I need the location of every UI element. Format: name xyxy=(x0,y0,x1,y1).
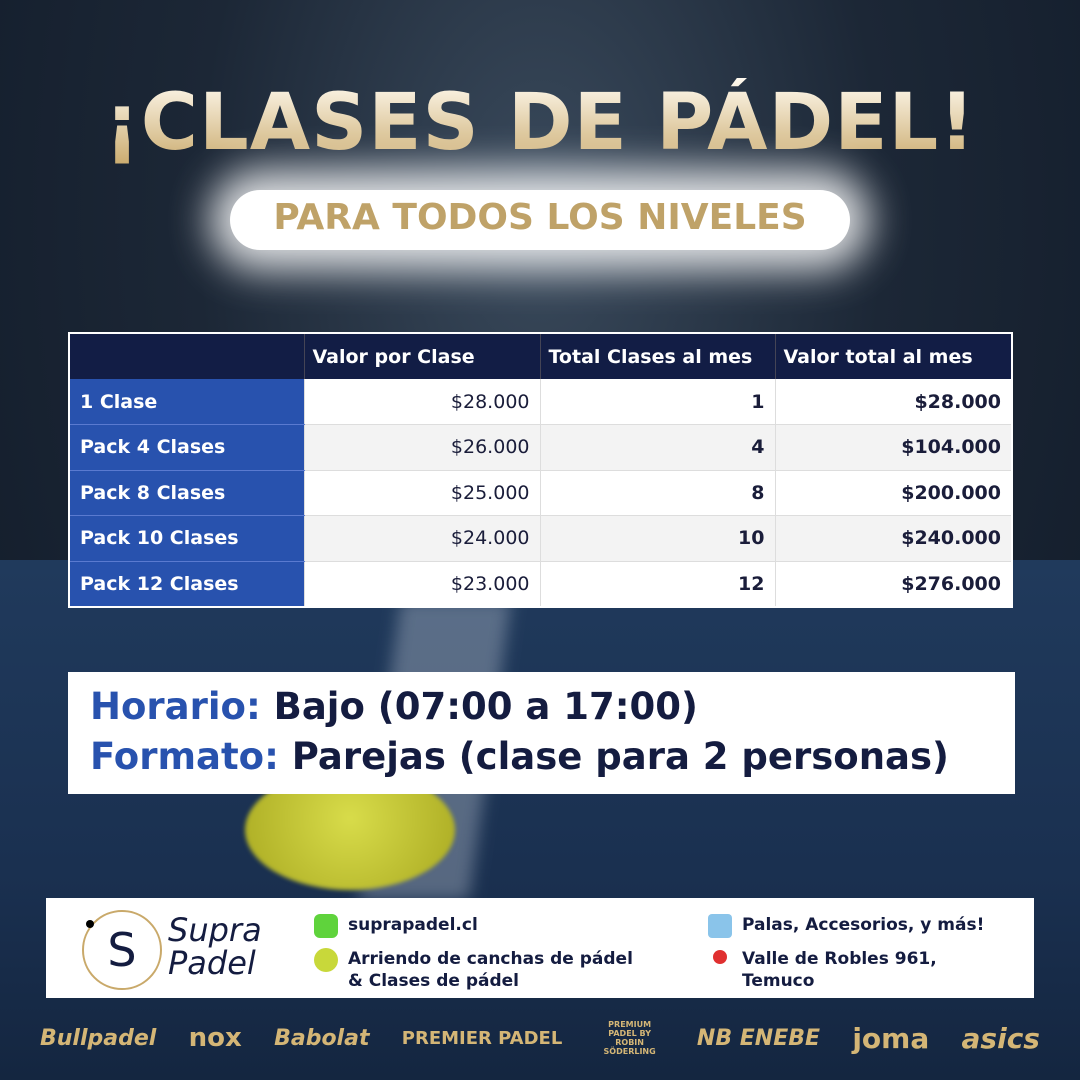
price-cell: $24.000 xyxy=(304,515,541,562)
row-label: Pack 8 Clases xyxy=(69,470,305,516)
products-text: Palas, Accesorios, y más! xyxy=(742,915,985,935)
price-cell: $25.000 xyxy=(304,470,541,516)
horario-label: Horario: xyxy=(90,685,261,728)
row-label: 1 Clase xyxy=(69,379,305,425)
table-row: 1 Clase $28.000 1 $28.000 xyxy=(69,379,1013,425)
count-cell: 8 xyxy=(540,470,776,516)
logo-babolat: Babolat xyxy=(274,1025,370,1051)
horario-value: Bajo (07:00 a 17:00) xyxy=(273,685,698,728)
tennis-ball-icon xyxy=(314,948,338,972)
address-1: Valle de Robles 961, xyxy=(742,949,937,969)
logo-joma: joma xyxy=(852,1021,930,1055)
logo-premier-padel: PREMIER PADEL xyxy=(401,1027,563,1049)
airplane-icon xyxy=(708,914,732,938)
price-cell: $23.000 xyxy=(304,561,541,607)
globe-icon xyxy=(314,914,338,938)
logo-asics: asics xyxy=(961,1021,1040,1055)
page-title: ¡CLASES DE PÁDEL! xyxy=(0,78,1080,168)
table-row: Pack 8 Clases $25.000 8 $200.000 xyxy=(69,470,1013,516)
header-price: Valor por Clase xyxy=(304,333,541,379)
brand-name: Supra Padel xyxy=(168,914,262,980)
logo-bullpadel: Bullpadel xyxy=(40,1025,157,1051)
table-row: Pack 12 Clases $23.000 12 $276.000 xyxy=(69,561,1013,607)
header-count: Total Clases al mes xyxy=(540,333,776,379)
service-1: Arriendo de canchas de pádel xyxy=(348,949,633,969)
count-cell: 4 xyxy=(540,424,776,471)
total-cell: $200.000 xyxy=(775,470,1013,516)
background-court xyxy=(0,560,1080,1080)
row-label: Pack 4 Clases xyxy=(69,424,305,471)
address-2: Temuco xyxy=(742,971,815,991)
formato-label: Formato: xyxy=(90,735,279,778)
logo-dot xyxy=(86,920,94,928)
price-cell: $28.000 xyxy=(304,379,541,425)
table-row: Pack 4 Clases $26.000 4 $104.000 xyxy=(69,424,1013,471)
subtitle: PARA TODOS LOS NIVELES xyxy=(230,190,850,250)
count-cell: 12 xyxy=(540,561,776,607)
table-row: Pack 10 Clases $24.000 10 $240.000 xyxy=(69,515,1013,562)
row-label: Pack 12 Clases xyxy=(69,561,305,607)
logo-premium-padel: PREMIUM PADEL BY ROBIN SÖDERLING xyxy=(603,1020,656,1056)
row-label: Pack 10 Clases xyxy=(69,515,305,562)
header-empty xyxy=(69,333,305,379)
supra-padel-logo: S xyxy=(82,910,162,990)
price-cell: $26.000 xyxy=(304,424,541,471)
logo-nb-enebe: NB ENEBE xyxy=(696,1025,821,1051)
pin-icon xyxy=(713,950,727,964)
brand-line1: Supra xyxy=(168,911,262,949)
formato-value: Parejas (clase para 2 personas) xyxy=(291,735,949,778)
count-cell: 10 xyxy=(540,515,776,562)
total-cell: $104.000 xyxy=(775,424,1013,471)
header-total: Valor total al mes xyxy=(775,333,1013,379)
service-2: & Clases de pádel xyxy=(348,971,519,991)
logo-nox: nox xyxy=(188,1023,242,1053)
brand-logos: Bullpadel nox Babolat PREMIER PADEL PREM… xyxy=(40,1020,1040,1056)
website-link[interactable]: suprapadel.cl xyxy=(348,915,478,935)
total-cell: $276.000 xyxy=(775,561,1013,607)
schedule-box: Horario: Bajo (07:00 a 17:00) Formato: P… xyxy=(68,672,1015,794)
brand-line2: Padel xyxy=(168,944,256,982)
footer-info: S Supra Padel suprapadel.cl Arriendo de c… xyxy=(46,898,1034,998)
count-cell: 1 xyxy=(540,379,776,425)
total-cell: $28.000 xyxy=(775,379,1013,425)
total-cell: $240.000 xyxy=(775,515,1013,562)
pricing-table: Valor por Clase Total Clases al mes Valo… xyxy=(68,332,1013,608)
